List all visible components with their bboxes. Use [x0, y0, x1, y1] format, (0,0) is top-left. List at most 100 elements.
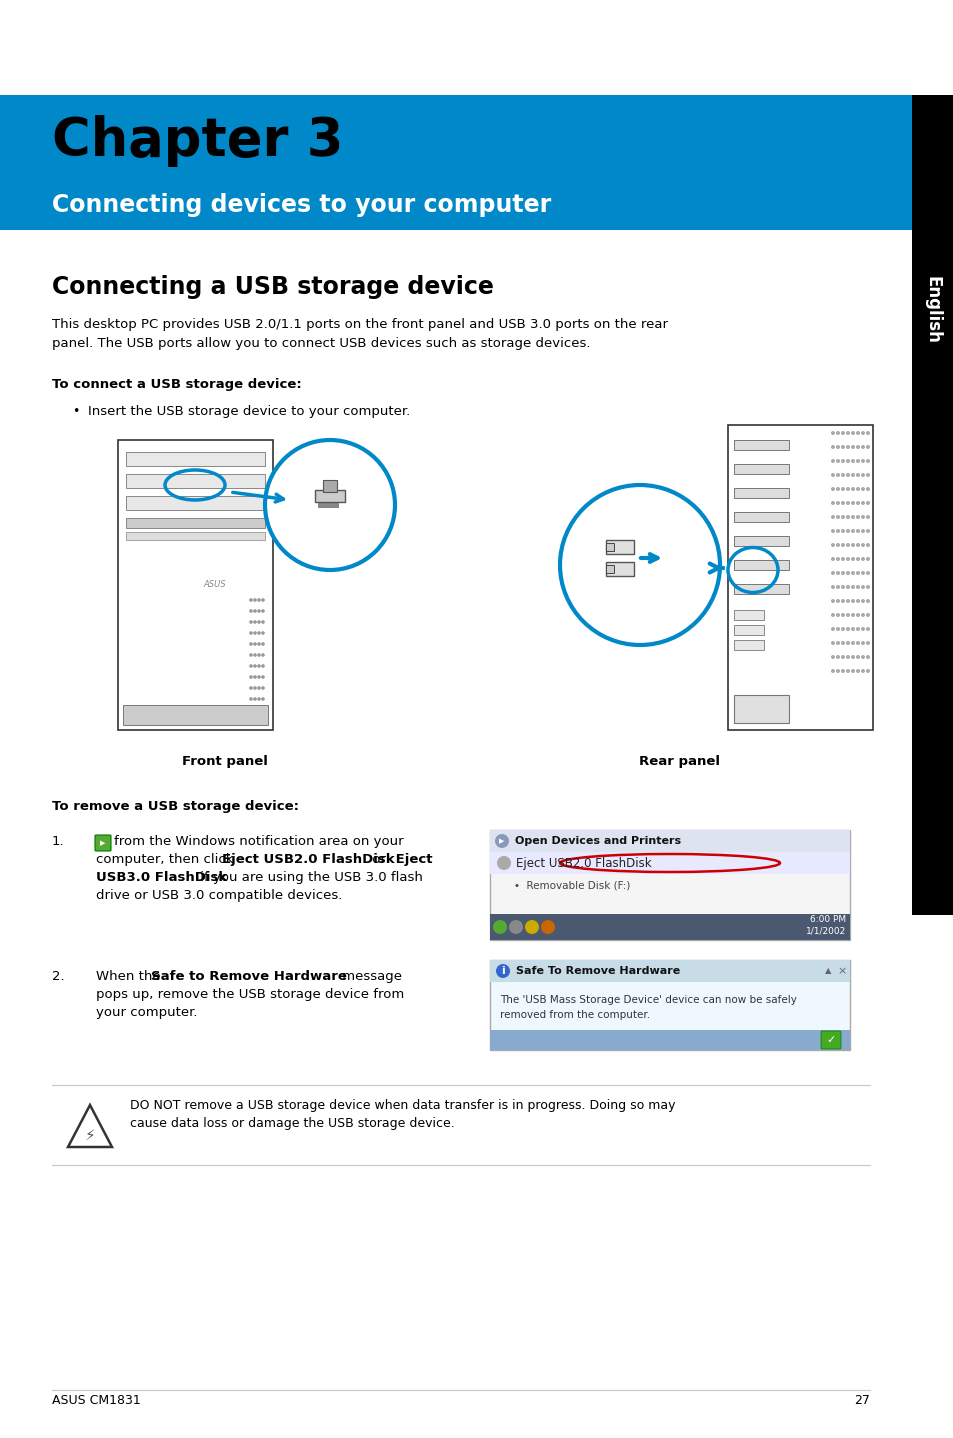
Circle shape	[830, 544, 834, 546]
Circle shape	[841, 487, 844, 490]
Circle shape	[861, 473, 864, 477]
Circle shape	[835, 544, 840, 546]
Circle shape	[841, 431, 844, 436]
Circle shape	[850, 571, 854, 575]
Circle shape	[850, 444, 854, 449]
Circle shape	[865, 459, 869, 463]
Circle shape	[841, 529, 844, 533]
Circle shape	[845, 500, 849, 505]
Bar	[490, 961, 849, 1050]
Text: English: English	[923, 276, 941, 344]
Circle shape	[835, 431, 840, 436]
Bar	[123, 705, 268, 725]
Circle shape	[835, 613, 840, 617]
Circle shape	[830, 529, 834, 533]
Circle shape	[830, 459, 834, 463]
Circle shape	[835, 487, 840, 490]
Circle shape	[261, 653, 265, 657]
Circle shape	[855, 669, 859, 673]
Circle shape	[855, 500, 859, 505]
Circle shape	[841, 557, 844, 561]
Text: When the: When the	[96, 971, 165, 984]
Circle shape	[850, 529, 854, 533]
Circle shape	[249, 697, 253, 700]
Circle shape	[257, 686, 260, 690]
Circle shape	[261, 610, 265, 613]
Circle shape	[861, 500, 864, 505]
Circle shape	[559, 485, 720, 646]
Circle shape	[845, 431, 849, 436]
Circle shape	[261, 697, 265, 700]
Text: if you are using the USB 3.0 flash: if you are using the USB 3.0 flash	[195, 871, 422, 884]
Circle shape	[257, 653, 260, 657]
Circle shape	[257, 697, 260, 700]
Circle shape	[855, 654, 859, 659]
Circle shape	[830, 515, 834, 519]
Circle shape	[845, 585, 849, 590]
Circle shape	[855, 487, 859, 490]
Text: your computer.: your computer.	[96, 1007, 197, 1020]
Circle shape	[861, 571, 864, 575]
Circle shape	[835, 557, 840, 561]
Circle shape	[249, 620, 253, 624]
Circle shape	[850, 487, 854, 490]
FancyBboxPatch shape	[95, 835, 111, 851]
Circle shape	[253, 598, 256, 601]
Circle shape	[253, 676, 256, 679]
Text: ASUS: ASUS	[204, 580, 226, 590]
Circle shape	[861, 444, 864, 449]
Bar	[733, 536, 788, 546]
Bar	[323, 480, 336, 492]
Text: ▶: ▶	[498, 838, 504, 844]
Text: i: i	[500, 966, 504, 976]
Circle shape	[850, 600, 854, 603]
Circle shape	[865, 557, 869, 561]
Bar	[733, 640, 763, 650]
Circle shape	[830, 627, 834, 631]
Circle shape	[865, 600, 869, 603]
Bar	[911, 95, 953, 915]
Text: •: •	[71, 406, 79, 418]
Circle shape	[830, 600, 834, 603]
Circle shape	[253, 643, 256, 646]
Text: Chapter 3: Chapter 3	[52, 115, 343, 167]
Circle shape	[841, 544, 844, 546]
Text: or: or	[368, 853, 385, 866]
Text: To remove a USB storage device:: To remove a USB storage device:	[52, 800, 298, 812]
Circle shape	[850, 654, 854, 659]
Circle shape	[845, 444, 849, 449]
Bar	[733, 610, 763, 620]
Bar	[317, 503, 337, 508]
Circle shape	[855, 600, 859, 603]
Text: Safe to Remove Hardware: Safe to Remove Hardware	[151, 971, 347, 984]
Circle shape	[845, 627, 849, 631]
Circle shape	[850, 544, 854, 546]
Circle shape	[830, 669, 834, 673]
Circle shape	[861, 613, 864, 617]
Circle shape	[861, 459, 864, 463]
Circle shape	[257, 643, 260, 646]
Circle shape	[540, 920, 555, 935]
Bar	[490, 915, 849, 940]
Circle shape	[253, 610, 256, 613]
Circle shape	[845, 613, 849, 617]
Circle shape	[865, 529, 869, 533]
Circle shape	[835, 500, 840, 505]
Text: Open Devices and Printers: Open Devices and Printers	[515, 835, 680, 846]
Bar	[490, 830, 849, 851]
Circle shape	[249, 643, 253, 646]
Circle shape	[865, 487, 869, 490]
Circle shape	[830, 641, 834, 646]
Text: To connect a USB storage device:: To connect a USB storage device:	[52, 378, 301, 391]
Circle shape	[861, 669, 864, 673]
Circle shape	[835, 571, 840, 575]
Bar	[126, 518, 265, 528]
Circle shape	[865, 544, 869, 546]
Circle shape	[865, 500, 869, 505]
Text: message: message	[337, 971, 401, 984]
Circle shape	[850, 613, 854, 617]
Bar	[605, 562, 634, 577]
Circle shape	[841, 600, 844, 603]
Circle shape	[524, 920, 538, 935]
Circle shape	[265, 440, 395, 569]
